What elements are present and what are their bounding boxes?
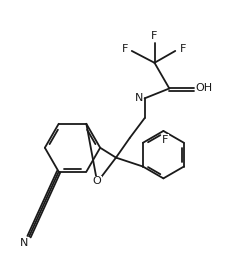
Text: F: F <box>151 31 158 41</box>
Text: N: N <box>134 93 143 103</box>
Text: F: F <box>180 44 186 54</box>
Text: O: O <box>93 176 102 186</box>
Text: F: F <box>162 135 169 145</box>
Text: OH: OH <box>195 84 213 93</box>
Text: N: N <box>20 237 28 248</box>
Text: F: F <box>122 44 128 54</box>
